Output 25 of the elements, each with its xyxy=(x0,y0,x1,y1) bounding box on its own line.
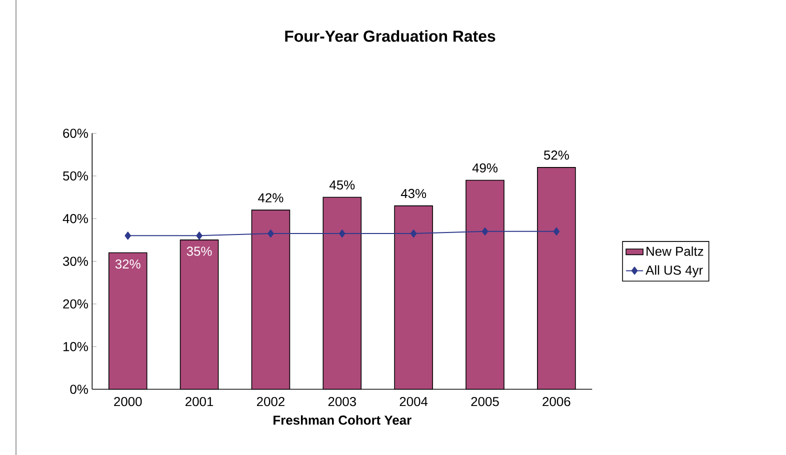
data-label: 43% xyxy=(400,188,426,198)
y-tick-label: 40% xyxy=(62,214,88,224)
data-label: 32% xyxy=(115,259,140,269)
data-label: 35% xyxy=(186,246,212,256)
y-tick-label: 60% xyxy=(63,128,88,138)
x-tick-label: 2001 xyxy=(186,396,214,406)
y-tick-label: 50% xyxy=(63,171,88,181)
data-label: 45% xyxy=(329,180,355,190)
x-axis-title: Freshman Cohort Year xyxy=(274,415,412,425)
x-tick-label: 2006 xyxy=(542,396,570,406)
y-tick-label: 30% xyxy=(63,256,88,266)
x-tick-label: 2005 xyxy=(471,396,499,406)
x-tick-label: 2002 xyxy=(256,396,284,406)
data-label: 52% xyxy=(544,150,569,160)
y-tick-label: 20% xyxy=(63,299,88,309)
data-label: 49% xyxy=(472,163,498,172)
legend-label: New Paltz xyxy=(646,246,704,256)
x-tick-label: 2000 xyxy=(114,396,142,406)
x-tick-label: 2003 xyxy=(328,396,356,406)
legend-label: All US 4yr xyxy=(646,265,703,278)
data-label: 42% xyxy=(258,193,284,202)
x-tick-label: 2004 xyxy=(400,396,428,406)
chart-title: Four-Year Graduation Rates xyxy=(285,30,496,42)
y-tick-label: 0% xyxy=(70,384,88,394)
y-tick-label: 10% xyxy=(63,342,88,352)
